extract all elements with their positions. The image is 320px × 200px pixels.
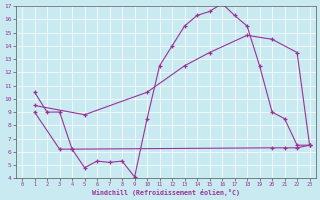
X-axis label: Windchill (Refroidissement éolien,°C): Windchill (Refroidissement éolien,°C) — [92, 189, 240, 196]
